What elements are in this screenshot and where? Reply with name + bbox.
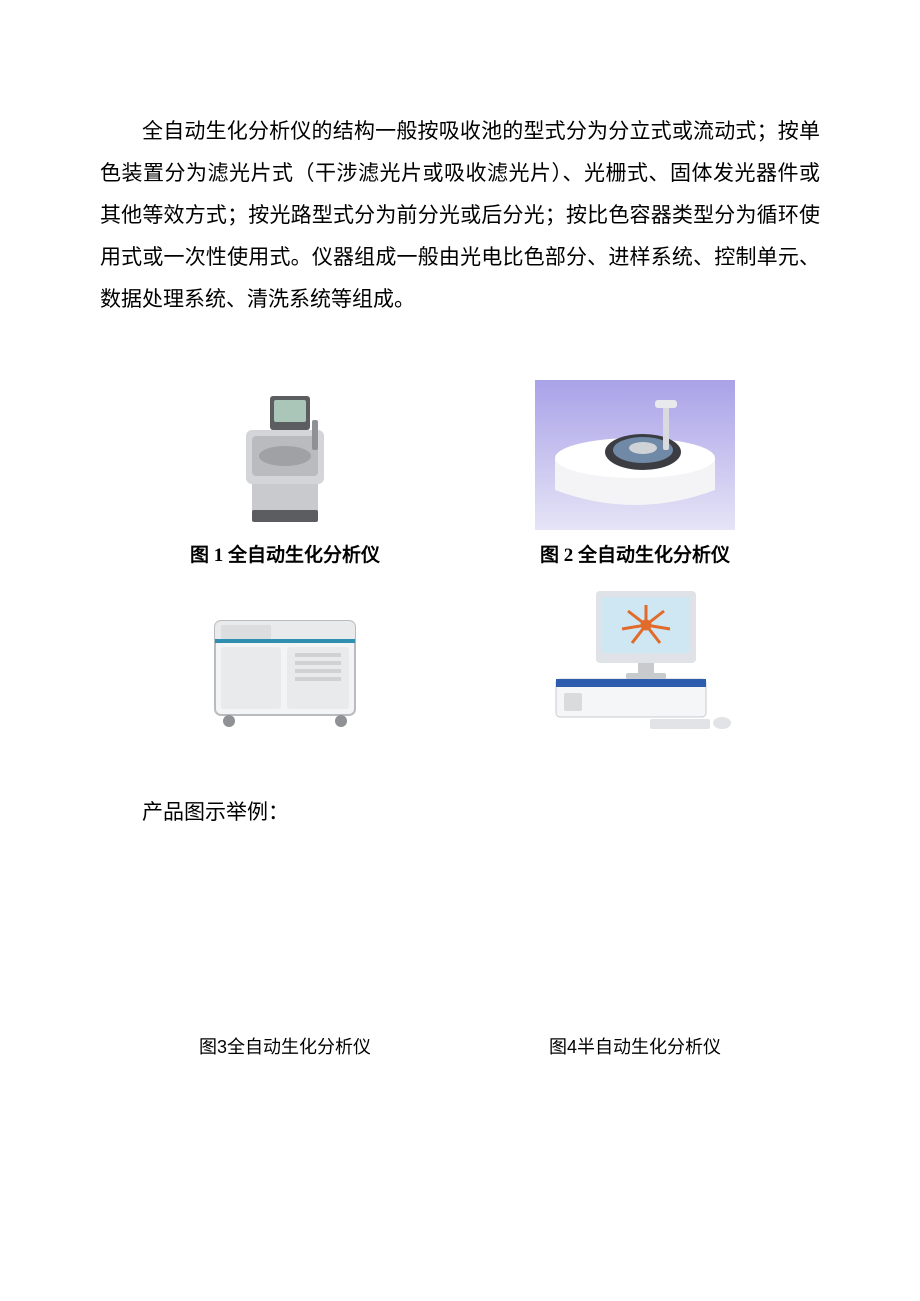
analyzer-image-1 <box>200 360 370 530</box>
figure-grid: 图 1 全自动生化分析仪 <box>130 360 790 731</box>
figure-1: 图 1 全自动生化分析仪 <box>190 360 380 567</box>
figure-1-caption: 图 1 全自动生化分析仪 <box>190 540 380 567</box>
figure-2-caption: 图 2 全自动生化分析仪 <box>540 540 730 567</box>
analyzer-image-4 <box>530 581 740 731</box>
analyzer-image-2 <box>535 380 735 530</box>
figure-4 <box>530 581 740 731</box>
analyzer-image-3 <box>185 591 385 731</box>
figure-3 <box>185 591 385 731</box>
document-page: 全自动生化分析仪的结构一般按吸收池的型式分为分立式或流动式；按单色装置分为滤光片… <box>0 0 920 1119</box>
bottom-caption-row: 图3全自动生化分析仪 图4半自动生化分析仪 <box>130 1033 790 1059</box>
intro-paragraph: 全自动生化分析仪的结构一般按吸收池的型式分为分立式或流动式；按单色装置分为滤光片… <box>100 110 820 320</box>
figure-3-caption: 图3全自动生化分析仪 <box>199 1033 371 1059</box>
figure-2: 图 2 全自动生化分析仪 <box>535 380 735 567</box>
figure-4-caption: 图4半自动生化分析仪 <box>549 1033 721 1059</box>
example-section-label: 产品图示举例： <box>100 791 820 833</box>
